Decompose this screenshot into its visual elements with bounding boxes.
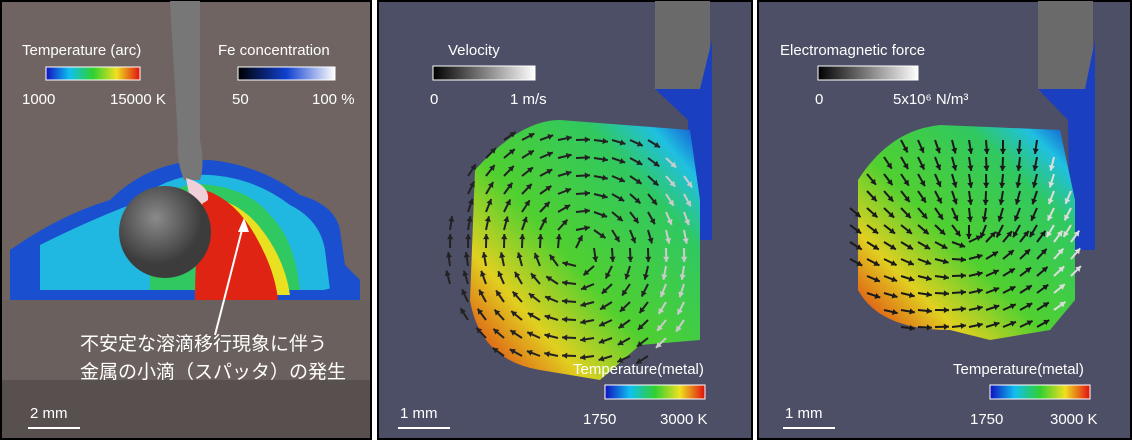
panel-arc: Temperature (arc) 1000 15000 K Fe concen… bbox=[1, 1, 371, 439]
legend-max: 1 m/s bbox=[510, 91, 547, 108]
legend-min: 50 bbox=[232, 91, 249, 108]
legend-title: Temperature (arc) bbox=[22, 42, 141, 59]
legend-max: 3000 K bbox=[660, 411, 708, 428]
legend-title: Electromagnetic force bbox=[780, 42, 925, 59]
panel-emf: Electromagnetic force 0 5x10⁶ N/m³ Tempe… bbox=[758, 1, 1131, 439]
annotation: 金属の小滴（スパッタ）の発生 bbox=[80, 361, 346, 383]
colorbar bbox=[238, 67, 335, 80]
colorbar bbox=[605, 385, 705, 399]
legend-title: Temperature(metal) bbox=[573, 361, 704, 378]
scale-bar-label: 2 mm bbox=[30, 405, 68, 422]
scale-bar-label: 1 mm bbox=[785, 405, 823, 422]
colorbar bbox=[990, 385, 1090, 399]
legend-max: 5x10⁶ N/m³ bbox=[893, 91, 968, 108]
panel-velocity: Velocity 0 1 m/s Temperature(metal) 1750… bbox=[378, 1, 752, 439]
legend-title: Temperature(metal) bbox=[953, 361, 1084, 378]
legend-min: 1000 bbox=[22, 91, 55, 108]
colorbar bbox=[433, 66, 535, 80]
legend-min: 0 bbox=[430, 91, 438, 108]
legend-max: 15000 K bbox=[110, 91, 166, 108]
legend-min: 1750 bbox=[970, 411, 1003, 428]
legend-min: 0 bbox=[815, 91, 823, 108]
colorbar bbox=[46, 67, 140, 80]
legend-min: 1750 bbox=[583, 411, 616, 428]
legend-max: 100 % bbox=[312, 91, 355, 108]
annotation: 不安定な溶滴移行現象に伴う bbox=[80, 333, 327, 355]
figure: Temperature (arc) 1000 15000 K Fe concen… bbox=[0, 0, 1132, 440]
legend-title: Velocity bbox=[448, 42, 500, 59]
scale-bar-label: 1 mm bbox=[400, 405, 438, 422]
legend-title: Fe concentration bbox=[218, 42, 330, 59]
legend-max: 3000 K bbox=[1050, 411, 1098, 428]
colorbar bbox=[818, 66, 918, 80]
